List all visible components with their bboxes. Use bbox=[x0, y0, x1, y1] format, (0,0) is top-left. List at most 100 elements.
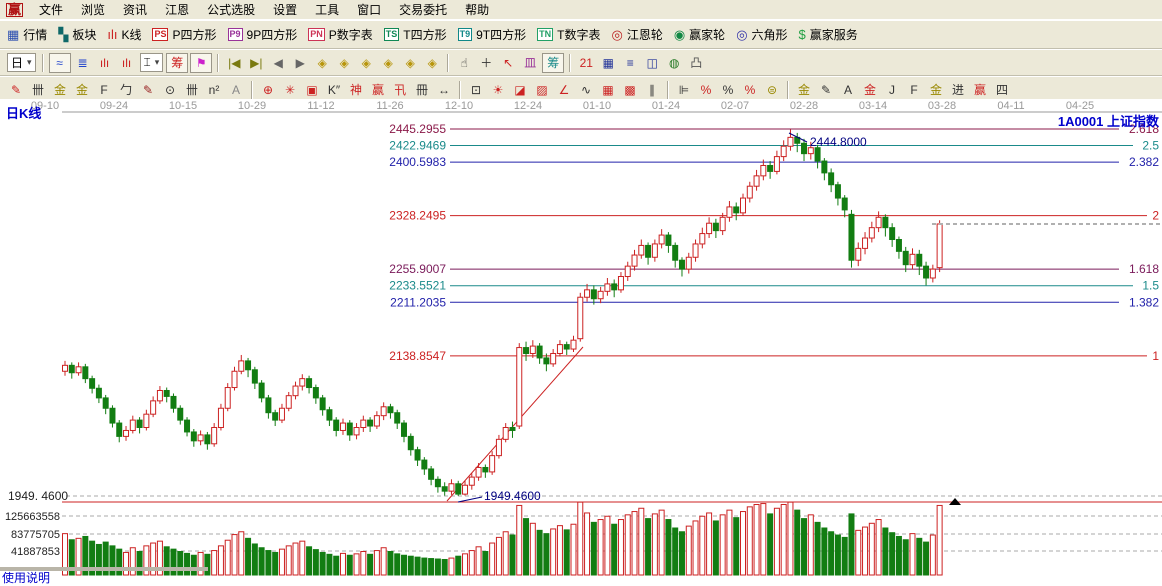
menu-item-formula-stock-picker[interactable]: 公式选股 bbox=[207, 3, 256, 17]
fb-t-number-table[interactable]: TN T数字表 bbox=[537, 26, 600, 43]
menu-item-tools[interactable]: 工具 bbox=[315, 3, 340, 17]
table-grid-icon[interactable]: 冊 bbox=[415, 82, 428, 97]
jin-angle-icon[interactable]: 进 bbox=[951, 82, 964, 97]
fb-p-number-table[interactable]: PN P数字表 bbox=[308, 26, 373, 43]
percent-icon[interactable]: % bbox=[722, 82, 734, 97]
menu-item-news[interactable]: 资讯 bbox=[123, 3, 148, 17]
ray-box-icon[interactable]: ▨ bbox=[536, 82, 548, 97]
print-icon[interactable]: 凸 bbox=[690, 55, 703, 70]
period-selector[interactable]: 日 ▾ bbox=[7, 53, 36, 72]
square-target-icon[interactable]: ▣ bbox=[306, 82, 318, 97]
calculator-icon[interactable]: ▦ bbox=[602, 55, 614, 70]
kline-3-icon[interactable]: ılı bbox=[99, 55, 110, 70]
fb-quotes[interactable]: ▦ 行情 bbox=[7, 26, 47, 43]
grid-lines-icon[interactable]: 卌 bbox=[31, 82, 44, 97]
red-grid-arrow-icon[interactable]: ▩ bbox=[624, 82, 636, 97]
fb-sectors[interactable]: ▚ 板块 bbox=[58, 26, 96, 43]
chips-teal-icon[interactable]: 筹 bbox=[542, 52, 565, 73]
ying-angle-icon[interactable]: 赢 bbox=[973, 82, 986, 97]
pencil-tool-icon[interactable]: ✎ bbox=[10, 82, 22, 97]
menu-item-window[interactable]: 窗口 bbox=[357, 3, 382, 17]
prev-bar-icon[interactable]: ◀ bbox=[273, 55, 283, 70]
menu-item-gann[interactable]: 江恩 bbox=[165, 3, 190, 17]
k-notation-icon[interactable]: K″ bbox=[327, 82, 341, 97]
save-icon[interactable]: ◫ bbox=[646, 55, 658, 70]
pointer-erase-icon[interactable]: ↖ bbox=[503, 55, 514, 70]
gold-circle-icon[interactable]: ⊜ bbox=[766, 82, 778, 97]
calendar-icon[interactable]: 21 bbox=[579, 55, 593, 70]
fb-9p-square[interactable]: P9 9P四方形 bbox=[227, 26, 297, 43]
crosshair-icon[interactable]: ＋ bbox=[480, 55, 493, 70]
measure-pencil-icon[interactable]: ✎ bbox=[820, 82, 832, 97]
last-bar-icon[interactable]: ▶| bbox=[250, 55, 263, 70]
kline-9-icon[interactable]: ılı bbox=[121, 55, 132, 70]
flag-marker-icon[interactable]: ⚑ bbox=[190, 52, 213, 73]
candle-style-selector[interactable]: ⌶ ▾ bbox=[139, 53, 164, 72]
notepad-icon[interactable]: ≡ bbox=[626, 55, 634, 70]
price-scale-icon[interactable]: ⊫ bbox=[678, 82, 690, 97]
width-measure-icon[interactable]: ↔ bbox=[438, 82, 450, 97]
pencil-lines-icon[interactable]: ✎ bbox=[142, 82, 154, 97]
t-number-table-icon: TN bbox=[537, 28, 554, 41]
gann-circle-icon[interactable]: ⊙ bbox=[164, 82, 176, 97]
grid-mask-icon[interactable]: 皿 bbox=[524, 55, 537, 70]
diamond-right-icon[interactable]: ◈ bbox=[339, 55, 349, 70]
ruler-grid-icon[interactable]: 卂 bbox=[393, 82, 406, 97]
hand-tool-icon[interactable]: ☝ bbox=[460, 55, 468, 70]
red-grid-icon[interactable]: ▦ bbox=[602, 82, 614, 97]
diamond-plus-icon[interactable]: ◈ bbox=[405, 55, 415, 70]
starburst-icon[interactable]: ✳ bbox=[284, 82, 296, 97]
av-wave-icon[interactable]: A bbox=[843, 82, 852, 97]
f-angle-icon[interactable]: F bbox=[910, 82, 918, 97]
j-angle-icon[interactable]: J bbox=[889, 82, 895, 97]
ying-tool-icon[interactable]: 赢 bbox=[371, 82, 384, 97]
fb-gann-wheel[interactable]: ◎ 江恩轮 bbox=[611, 26, 662, 43]
gold-grid2-icon[interactable]: 金 bbox=[75, 82, 88, 97]
ray-fan-icon[interactable]: ☀ bbox=[492, 82, 504, 97]
info-list-icon[interactable]: ≣ bbox=[77, 55, 88, 70]
parallel-lines-icon[interactable]: ∥ bbox=[649, 82, 655, 97]
diamond-horizontal-icon[interactable]: ◈ bbox=[361, 55, 371, 70]
angle-a-icon[interactable]: A bbox=[231, 82, 240, 97]
menu-item-file[interactable]: 文件 bbox=[39, 3, 64, 17]
svg-text:2400.5983: 2400.5983 bbox=[389, 155, 446, 169]
angle-rays-icon[interactable]: ∠ bbox=[558, 82, 570, 97]
fb-kline[interactable]: ılı K线 bbox=[107, 26, 141, 43]
dense-grid-icon[interactable]: 卌 bbox=[185, 82, 198, 97]
diamond-all-icon[interactable]: ◈ bbox=[427, 55, 437, 70]
wave-overlay-icon[interactable]: ≈ bbox=[48, 52, 71, 73]
target-circle-icon[interactable]: ⊕ bbox=[262, 82, 274, 97]
menu-item-help[interactable]: 帮助 bbox=[465, 3, 490, 17]
fibonacci-grid-icon[interactable]: F bbox=[100, 82, 108, 97]
fb-t-square[interactable]: TS T四方形 bbox=[383, 26, 447, 43]
fb-hexagon[interactable]: ◎ 六角形 bbox=[736, 26, 787, 43]
ray-box-filled-icon[interactable]: ◪ bbox=[514, 82, 526, 97]
diamond-left-icon[interactable]: ◈ bbox=[317, 55, 327, 70]
n-square-icon[interactable]: n² bbox=[208, 82, 220, 97]
chip-distribution-icon[interactable]: 筹 bbox=[166, 52, 189, 73]
gold-angle-icon[interactable]: 金 bbox=[929, 82, 942, 97]
box-anchor-icon[interactable]: ⊡ bbox=[470, 82, 482, 97]
diamond-cross-icon[interactable]: ◈ bbox=[383, 55, 393, 70]
fb-winner-wheel[interactable]: ◉ 赢家轮 bbox=[674, 26, 725, 43]
shen-tool-icon[interactable]: 神 bbox=[349, 82, 362, 97]
percent-levels-icon[interactable]: % bbox=[744, 82, 756, 97]
fb-p-square[interactable]: PS P四方形 bbox=[152, 26, 217, 43]
percent-line-icon[interactable]: % bbox=[700, 82, 712, 97]
gold-grid-icon[interactable]: 金 bbox=[53, 82, 66, 97]
menu-item-view[interactable]: 浏览 bbox=[81, 3, 106, 17]
gold-levels-icon[interactable]: 金 bbox=[797, 82, 810, 97]
first-bar-icon[interactable]: |◀ bbox=[228, 55, 241, 70]
gold-red-levels-icon[interactable]: 金 bbox=[863, 82, 876, 97]
fb-9t-square[interactable]: T9 9T四方形 bbox=[457, 26, 526, 43]
next-bar-icon[interactable]: ▶ bbox=[295, 55, 305, 70]
kline-chart-area[interactable]: 09-10 09-24 10-15 10-29 11-12 11-26 12-10 12-24… bbox=[0, 99, 1162, 585]
spiral-icon[interactable]: 勹 bbox=[119, 82, 132, 97]
chart-period-label: 日K线 bbox=[6, 106, 42, 121]
export-disk-icon[interactable]: ◍ bbox=[669, 55, 680, 70]
menu-item-trade-order[interactable]: 交易委托 bbox=[399, 3, 448, 17]
wave-v-icon[interactable]: ∿ bbox=[580, 82, 592, 97]
si-angle-icon[interactable]: 四 bbox=[995, 82, 1008, 97]
menu-item-settings[interactable]: 设置 bbox=[273, 3, 298, 17]
fb-winner-service[interactable]: $ 赢家服务 bbox=[799, 26, 858, 43]
